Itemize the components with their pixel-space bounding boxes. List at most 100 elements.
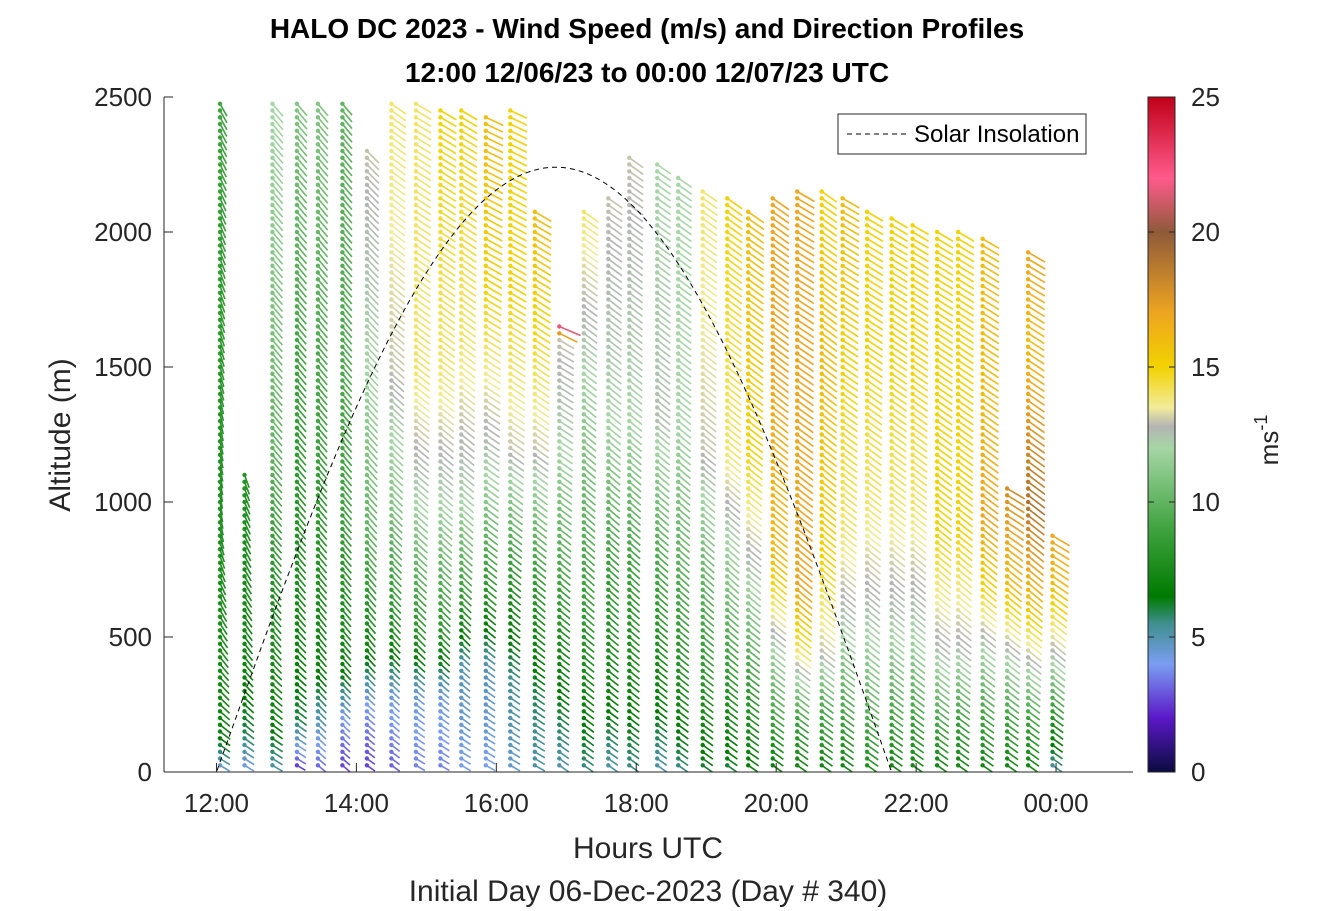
wind-barb <box>485 595 497 606</box>
wind-barb <box>341 454 353 467</box>
wind-barb <box>485 211 503 222</box>
wind-barb-point <box>508 337 513 343</box>
wind-barb-point <box>270 722 275 727</box>
wind-barb-point <box>700 587 705 592</box>
wind-barb <box>796 541 814 556</box>
wind-barb-point <box>340 628 345 633</box>
wind-barb <box>772 487 789 502</box>
wind-barb-point <box>294 695 300 700</box>
wind-barb-point <box>315 722 321 727</box>
wind-barb <box>842 305 859 318</box>
wind-barb <box>341 352 353 366</box>
wind-barb <box>439 413 455 426</box>
wind-barb <box>219 643 229 655</box>
wind-barb-point <box>795 398 800 403</box>
wind-barb-point <box>413 135 419 140</box>
wind-barb-point <box>315 756 321 761</box>
wind-barb <box>366 433 379 447</box>
wind-barb-point <box>483 202 488 208</box>
wind-barb-point <box>340 648 345 653</box>
wind-barb <box>219 582 227 596</box>
wind-barb <box>485 582 498 593</box>
wind-barb-point <box>294 574 300 579</box>
wind-barb <box>390 116 407 129</box>
wind-barb <box>677 319 692 331</box>
wind-barb <box>271 582 282 594</box>
wind-barb-point <box>819 668 824 673</box>
wind-barb <box>219 629 229 642</box>
wind-barb-point <box>483 405 488 410</box>
wind-barb-point <box>606 479 611 484</box>
wind-barb <box>702 359 717 372</box>
wind-barb-point <box>508 263 513 268</box>
wind-barb <box>842 521 858 534</box>
wind-barb-point <box>508 432 513 437</box>
wind-barb <box>702 346 717 359</box>
wind-barb <box>317 386 328 399</box>
wind-barb-point <box>655 189 660 194</box>
wind-barb <box>271 170 284 185</box>
wind-barb-point <box>270 270 275 275</box>
wind-barb <box>366 481 378 494</box>
wind-barb-point <box>655 283 660 289</box>
wind-barb-point <box>438 148 443 154</box>
wind-barb <box>796 379 814 393</box>
wind-barb <box>366 501 378 514</box>
wind-barb-point <box>606 614 611 619</box>
wind-barb-point <box>459 742 464 748</box>
wind-barb <box>866 339 884 351</box>
wind-barb <box>866 730 880 741</box>
wind-barb-point <box>459 169 464 174</box>
wind-barb <box>341 582 352 594</box>
wind-barb <box>656 413 671 426</box>
wind-barb <box>460 487 475 500</box>
wind-barb-point <box>294 236 300 241</box>
wind-barb-point <box>242 695 247 700</box>
wind-barb <box>341 487 353 501</box>
wind-barb-point <box>606 486 611 491</box>
wind-barb-point <box>840 297 845 302</box>
wind-barb-point <box>438 702 443 707</box>
wind-barb <box>842 541 857 555</box>
wind-barb-point <box>508 189 513 194</box>
wind-barb-point <box>819 432 824 437</box>
wind-barb-point <box>606 317 611 322</box>
wind-barb-point <box>315 634 321 640</box>
wind-barb <box>796 514 814 529</box>
wind-barb-point <box>508 270 513 275</box>
wind-barb <box>341 123 353 137</box>
wind-barb <box>702 292 718 304</box>
wind-barb <box>628 265 644 277</box>
wind-barb <box>772 589 788 603</box>
wind-barb <box>747 501 763 514</box>
wind-barb-point <box>725 418 730 424</box>
wind-barb-point <box>315 560 321 565</box>
wind-barb-point <box>389 513 394 518</box>
wind-barb-point <box>270 189 275 194</box>
wind-barb-point <box>364 337 370 343</box>
wind-barb <box>219 245 227 259</box>
wind-barb-point <box>364 594 370 599</box>
wind-barb-point <box>676 452 681 457</box>
wind-barb-point <box>581 412 586 417</box>
wind-barb-point <box>627 749 632 754</box>
wind-barb-point <box>840 317 845 322</box>
wind-barb-point <box>795 250 800 255</box>
wind-barb-point <box>413 695 419 700</box>
wind-barb <box>317 197 329 211</box>
wind-barb-point <box>438 385 443 390</box>
wind-barb <box>460 143 478 155</box>
wind-barb <box>677 481 691 493</box>
wind-barb <box>317 211 329 224</box>
wind-barb <box>415 211 432 223</box>
wind-barb <box>842 487 858 501</box>
wind-barb-point <box>438 432 443 437</box>
wind-barb <box>296 501 307 514</box>
wind-barb <box>583 224 599 237</box>
wind-barb-point <box>700 702 705 707</box>
wind-barb <box>415 244 432 257</box>
wind-barb-point <box>459 243 464 248</box>
wind-barb <box>558 609 571 620</box>
wind-barb-point <box>676 702 681 707</box>
wind-barb <box>317 163 329 177</box>
